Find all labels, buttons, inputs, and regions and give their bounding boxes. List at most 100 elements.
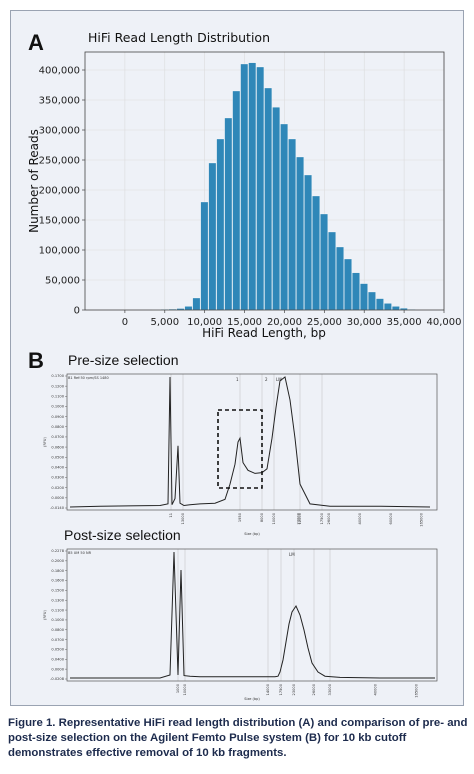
b2-y-tick-label: 0.1600 xyxy=(51,579,64,583)
b1-y-tick-label: 0.1100 xyxy=(51,395,64,399)
b2-y-tick-label: 0.0800 xyxy=(51,628,64,632)
b1-y-tick-label: 0.0200 xyxy=(51,486,64,490)
b2-x-tick-label: 26000 xyxy=(312,683,316,695)
histogram-y-tick-label: 0 xyxy=(74,306,80,317)
histogram-y-axis-label: Number of Reads xyxy=(27,129,41,233)
b1-y-tick-label: 0.0600 xyxy=(51,445,64,449)
histogram-chart: HiFi Read Length Distribution 0 50,000 100… xyxy=(27,30,462,340)
b2-y-tick-label: 0.0000 xyxy=(51,667,64,671)
b2-y-tick-label: 0.1300 xyxy=(51,598,64,602)
histogram-x-axis-label: HiFi Read Length, bp xyxy=(202,326,326,340)
histogram-y-tick-label: 400,000 xyxy=(39,66,80,77)
pre-size-title: Pre-size selection xyxy=(68,352,179,368)
b1-x-tick-label: 8000 xyxy=(260,512,264,522)
histogram-plot-area xyxy=(84,51,445,311)
b2-x-tick-label: 165000 xyxy=(414,683,418,697)
histogram-title: HiFi Read Length Distribution xyxy=(88,30,270,45)
b2-peak-label: LM xyxy=(289,552,295,557)
b1-x-tick-label: 12000 xyxy=(298,512,302,524)
b1-x-tick-label: 13000 xyxy=(181,512,185,524)
histogram-y-tick-label: 350,000 xyxy=(39,96,80,107)
b1-y-tick-label: 0.0300 xyxy=(51,476,64,480)
histogram-x-tick-label: 30,000 xyxy=(347,317,382,328)
b2-x-tick-label: 17500 xyxy=(279,683,283,695)
histogram-bars xyxy=(152,62,416,311)
b1-y-tick-label: -0.0140 xyxy=(50,506,65,510)
pre-size-x-axis-label: Size (bp) xyxy=(244,532,260,536)
post-size-x-ticks: 1000 10000 14000 17500 23000 26000 33000 40000 1… xyxy=(176,683,418,697)
b2-y-tick-label: 0.1000 xyxy=(51,618,64,622)
b2-y-tick-label: 0.1500 xyxy=(51,589,64,593)
b1-x-tick-label: 10000 xyxy=(272,512,276,524)
figure-caption: Figure 1. Representative HiFi read lengt… xyxy=(8,717,468,759)
b2-y-tick-label: 0.2278 xyxy=(51,549,64,553)
b1-x-tick-label: 26000 xyxy=(327,512,331,524)
b2-y-tick-label: 0.0500 xyxy=(51,648,64,652)
post-size-peak-labels: LM xyxy=(289,552,295,557)
histogram-y-tick-label: 100,000 xyxy=(39,246,80,257)
b1-x-tick-label: 40000 xyxy=(358,512,362,524)
pre-size-plot-area xyxy=(66,373,438,511)
post-size-header: B5 UM 50 NR xyxy=(68,551,92,555)
pre-size-x-ticks: 11 13000 1950 8000 10000 12000 17500 22000 26000… xyxy=(169,512,424,526)
histogram-x-tick-label: 25,000 xyxy=(307,317,342,328)
b2-x-tick-label: 14000 xyxy=(266,683,270,695)
b1-y-tick-label: 0.1200 xyxy=(51,384,64,388)
post-size-y-axis-label: (RFU) xyxy=(43,610,47,620)
b1-y-tick-label: 0.1000 xyxy=(51,405,64,409)
b2-x-tick-label: 1000 xyxy=(176,683,180,693)
b2-y-tick-label: 0.1800 xyxy=(51,569,64,573)
b1-y-tick-label: 0.0900 xyxy=(51,415,64,419)
b1-x-tick-label: 11 xyxy=(169,513,173,518)
b1-peak-label: LM xyxy=(276,377,282,382)
histogram-x-ticks: 0 5,000 10,000 15,000 20,000 25,000 30,000 35,0… xyxy=(122,310,462,328)
b1-y-tick-label: 0.0000 xyxy=(51,496,64,500)
histogram-x-tick-label: 0 xyxy=(122,317,128,328)
histogram-x-tick-label: 15,000 xyxy=(227,317,262,328)
b1-y-tick-label: 0.1700 xyxy=(51,374,64,378)
b1-x-tick-label: 165000 xyxy=(420,512,424,526)
post-size-marker-lines xyxy=(177,549,331,681)
b1-x-tick-label: 17500 xyxy=(320,512,324,524)
b2-x-tick-label: 40000 xyxy=(373,683,377,695)
post-size-trace xyxy=(70,551,435,679)
histogram-y-tick-label: 300,000 xyxy=(39,126,80,137)
b2-y-tick-label: -0.0208 xyxy=(50,677,65,681)
post-size-title: Post-size selection xyxy=(64,527,181,543)
histogram-x-tick-label: 5,000 xyxy=(150,317,179,328)
b1-peak-label: 1 xyxy=(236,377,239,382)
b2-y-tick-label: 0.0700 xyxy=(51,638,64,642)
panel-a-letter: A xyxy=(28,30,44,55)
post-size-x-axis-label: Size (bp) xyxy=(244,697,260,701)
pre-size-trace xyxy=(69,376,431,508)
b1-y-tick-label: 0.0500 xyxy=(51,455,64,459)
b2-y-tick-label: 0.1100 xyxy=(51,608,64,612)
histogram-x-tick-label: 20,000 xyxy=(267,317,302,328)
pre-size-highlight-box xyxy=(217,409,263,489)
histogram-x-tick-label: 40,000 xyxy=(427,317,462,328)
b1-x-tick-label: 1950 xyxy=(238,512,242,522)
b2-x-tick-label: 33000 xyxy=(328,683,332,695)
pre-size-y-axis-label: (RFU) xyxy=(43,437,47,447)
histogram-y-tick-label: 200,000 xyxy=(39,186,80,197)
b2-y-tick-label: 0.2000 xyxy=(51,559,64,563)
b1-y-tick-label: 0.0800 xyxy=(51,425,64,429)
b1-x-tick-label: 60000 xyxy=(389,512,393,524)
b2-x-tick-label: 10000 xyxy=(183,683,187,695)
post-size-plot-area xyxy=(66,548,438,682)
panel-b-letter: B xyxy=(28,348,44,373)
b1-x-tick-label: 22000 xyxy=(296,512,300,524)
b1-peak-label: 2 xyxy=(265,377,268,382)
pre-size-peak-labels: 1 2 LM xyxy=(236,377,282,382)
b1-y-tick-label: 0.0700 xyxy=(51,435,64,439)
histogram-y-tick-label: 150,000 xyxy=(39,216,80,227)
b2-x-tick-label: 23000 xyxy=(292,683,296,695)
pre-size-y-ticks: -0.0140 0.0000 0.0200 0.0300 0.0400 0.0500 0.0… xyxy=(50,374,67,510)
post-size-y-ticks: -0.0208 0.0000 0.0400 0.0500 0.0700 0.0800 0.1… xyxy=(50,549,67,681)
pre-size-header: B1 Ref:50 rpm/SS 1480 xyxy=(68,376,109,380)
histogram-x-tick-label: 10,000 xyxy=(187,317,222,328)
histogram-x-tick-label: 35,000 xyxy=(387,317,422,328)
histogram-y-ticks: 0 50,000 100,000 150,000 200,000 250,000 300,0… xyxy=(39,66,85,317)
